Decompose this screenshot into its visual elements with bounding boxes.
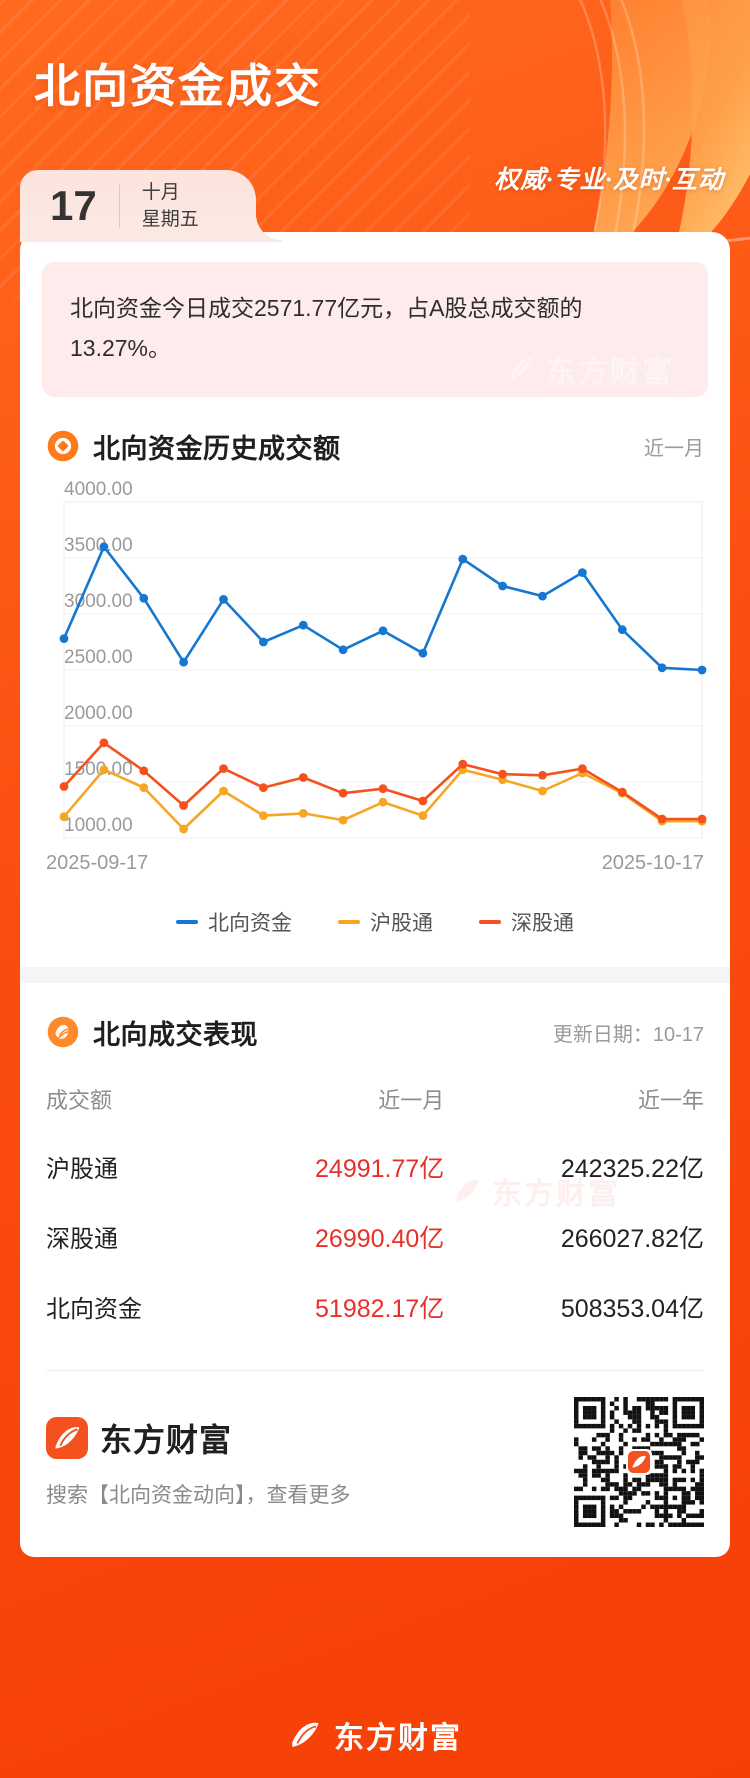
section-divider xyxy=(20,966,730,983)
legend-swatch xyxy=(176,919,198,924)
legend-swatch xyxy=(479,919,501,924)
header-slogan: 权威·专业·及时·互动 xyxy=(494,167,724,194)
qr-code-image xyxy=(574,1396,704,1527)
performance-section-header: 北向成交表现 更新日期：10-17 xyxy=(20,983,730,1052)
legend-swatch xyxy=(338,919,360,924)
table-header-row: 成交额 近一月 近一年 xyxy=(20,1066,730,1132)
target-circle-icon xyxy=(47,430,79,462)
legend-item-1[interactable]: 沪股通 xyxy=(338,907,433,937)
cell-recent-year: 508353.04亿 xyxy=(560,1294,704,1323)
chart-title: 北向资金历史成交额 xyxy=(93,433,341,464)
chart-x-axis: 2025-09-17 2025-10-17 xyxy=(20,850,730,875)
cell-recent-year: 266027.82亿 xyxy=(560,1224,704,1253)
legend-item-2[interactable]: 深股通 xyxy=(479,907,574,937)
page-title: 北向资金成交 xyxy=(34,60,322,112)
chart-area[interactable]: 4000.00 3500.00 3000.00 2500.00 2000.00 1500.… xyxy=(20,466,730,850)
col-header-recent-year: 近一年 xyxy=(637,1087,704,1113)
footer-separator xyxy=(46,1369,704,1371)
legend-item-0[interactable]: 北向资金 xyxy=(176,907,292,937)
summary-box: 北向资金今日成交2571.77亿元，占A股总成交额的13.27%。 东方财富 xyxy=(42,262,708,397)
performance-table: 成交额 近一月 近一年 沪股通 24991.77亿 242325.22亿深股通 269… xyxy=(20,1066,730,1342)
svg-text:2000.00: 2000.00 xyxy=(64,703,133,724)
legend-label: 北向资金 xyxy=(208,911,292,935)
history-turnover-line-chart[interactable]: 4000.003500.003000.002500.002000.001500.… xyxy=(38,480,712,850)
brand-row: 东方财富 xyxy=(46,1415,574,1461)
footer: 东方财富 搜索【北向资金动向】，查看更多 xyxy=(20,1371,730,1557)
cell-metric-name: 北向资金 xyxy=(46,1296,142,1323)
content-card: 北向资金今日成交2571.77亿元，占A股总成交额的13.27%。 东方财富 北… xyxy=(20,232,730,1557)
date-month: 十月 xyxy=(141,181,180,203)
performance-section: 北向成交表现 更新日期：10-17 东方财富 成交额 近一月 近一年 沪股通 24… xyxy=(20,983,730,1348)
chart-legend: 北向资金 沪股通 深股通 xyxy=(20,875,730,967)
summary-section: 北向资金今日成交2571.77亿元，占A股总成交额的13.27%。 东方财富 xyxy=(20,232,730,397)
qr-center-logo xyxy=(626,1448,652,1475)
footer-hint: 搜索【北向资金动向】，查看更多 xyxy=(46,1483,351,1507)
qr-code[interactable] xyxy=(574,1396,704,1527)
brand-name: 东方财富 xyxy=(100,1421,233,1458)
performance-title: 北向成交表现 xyxy=(93,1019,258,1050)
bottom-brand-bar: 东方财富 xyxy=(0,1692,750,1778)
x-axis-end-label: 2025-10-17 xyxy=(601,851,704,874)
cell-recent-month: 26990.40亿 xyxy=(315,1224,445,1253)
date-badge: 17 十月 星期五 xyxy=(20,170,282,242)
table-row: 沪股通 24991.77亿 242325.22亿 xyxy=(20,1132,730,1202)
date-weekday: 星期五 xyxy=(141,208,199,230)
bottom-brand-name: 东方财富 xyxy=(334,1722,462,1755)
cell-recent-month: 51982.17亿 xyxy=(315,1294,445,1323)
svg-text:4000.00: 4000.00 xyxy=(64,480,133,500)
legend-label: 深股通 xyxy=(511,911,574,935)
eastmoney-logo-icon xyxy=(46,1416,88,1459)
table-row: 北向资金 51982.17亿 508353.04亿 xyxy=(20,1272,730,1342)
chart-range-label: 近一月 xyxy=(644,437,704,460)
performance-update-date: 更新日期：10-17 xyxy=(552,1023,704,1046)
chart-section-header: 北向资金历史成交额 近一月 xyxy=(20,397,730,466)
col-header-metric: 成交额 xyxy=(46,1087,113,1113)
cell-recent-year: 242325.22亿 xyxy=(560,1154,704,1183)
svg-text:2500.00: 2500.00 xyxy=(64,647,133,668)
handshake-icon xyxy=(47,1016,79,1048)
legend-label: 沪股通 xyxy=(370,911,433,935)
date-day: 17 xyxy=(50,182,97,229)
svg-text:3000.00: 3000.00 xyxy=(64,591,133,612)
col-header-recent-month: 近一月 xyxy=(378,1087,445,1113)
x-axis-start-label: 2025-09-17 xyxy=(46,851,149,874)
cell-recent-month: 24991.77亿 xyxy=(315,1154,445,1183)
svg-text:1000.00: 1000.00 xyxy=(64,815,133,836)
cell-metric-name: 深股通 xyxy=(46,1226,118,1253)
svg-text:3500.00: 3500.00 xyxy=(64,535,133,556)
date-divider xyxy=(118,184,120,228)
cell-metric-name: 沪股通 xyxy=(46,1156,118,1183)
eastmoney-logo-icon xyxy=(292,1722,319,1747)
summary-text: 北向资金今日成交2571.77亿元，占A股总成交额的13.27%。 xyxy=(70,295,583,362)
eastmoney-logo-icon xyxy=(628,1450,650,1473)
table-row: 深股通 26990.40亿 266027.82亿 xyxy=(20,1202,730,1272)
